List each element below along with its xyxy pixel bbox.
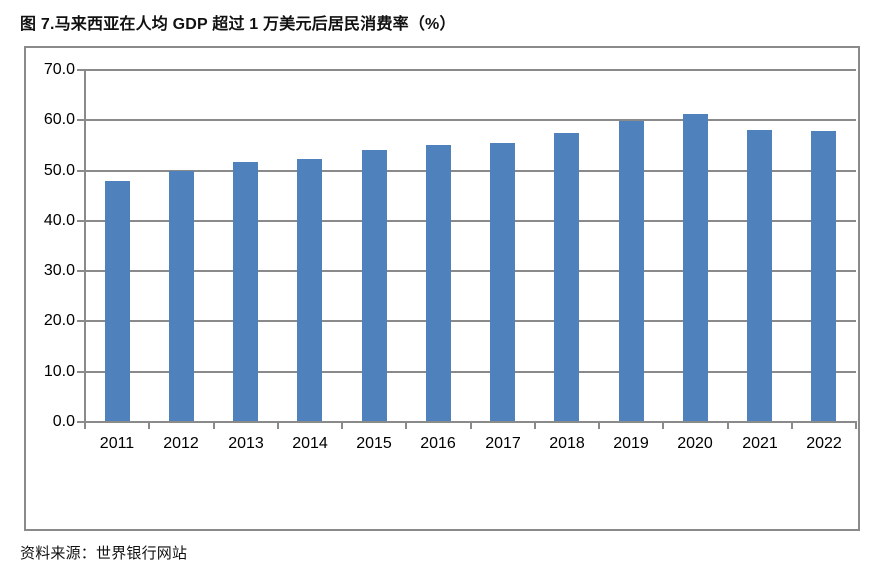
y-axis-label-10: 10.0 [43,363,75,380]
bar-2022 [811,131,836,422]
x-axis-tick-3 [277,421,279,429]
x-axis-label-2018: 2018 [549,435,585,452]
bar-2014 [297,159,322,422]
x-axis-tick-1 [148,421,150,429]
x-axis-label-2020: 2020 [677,435,713,452]
y-axis-tick-0 [77,421,85,423]
gridline-50 [85,170,856,172]
bar-2015 [362,150,387,422]
bar-2017 [490,143,515,422]
x-axis-label-2014: 2014 [292,435,328,452]
x-axis-label-2016: 2016 [420,435,456,452]
y-axis-tick-50 [77,170,85,172]
gridline-40 [85,220,856,222]
x-axis-label-2022: 2022 [806,435,842,452]
y-axis-tick-70 [77,69,85,71]
y-axis-tick-10 [77,371,85,373]
y-axis-label-70: 70.0 [43,61,75,78]
chart-box: 0.0 10.0 20.0 30.0 40.0 50.0 60.0 70.0 2011 2012 2… [24,46,860,531]
bar-2011 [105,181,130,422]
gridline-30 [85,270,856,272]
x-axis-tick-7 [534,421,536,429]
y-axis-label-50: 50.0 [43,162,75,179]
bar-2012 [169,171,194,422]
y-axis-label-20: 20.0 [43,312,75,329]
figure-title: 图 7.马来西亚在人均 GDP 超过 1 万美元后居民消费率（%） [20,16,456,33]
x-axis-tick-9 [662,421,664,429]
x-axis-tick-0 [84,421,86,429]
x-axis-label-2019: 2019 [613,435,649,452]
y-axis-label-30: 30.0 [43,262,75,279]
bar-2013 [233,162,258,422]
bar-2018 [554,133,579,422]
x-axis-tick-6 [470,421,472,429]
gridline-10 [85,371,856,373]
bar-2020 [683,114,708,422]
y-axis-tick-60 [77,119,85,121]
x-axis-tick-12 [855,421,857,429]
x-axis-tick-11 [791,421,793,429]
gridline-60 [85,119,856,121]
y-axis-line [84,70,86,423]
y-axis-tick-30 [77,270,85,272]
y-axis-tick-40 [77,220,85,222]
bar-2016 [426,145,451,422]
gridline-70 [85,69,856,71]
x-axis-label-2021: 2021 [742,435,778,452]
x-axis-label-2012: 2012 [163,435,199,452]
y-axis-tick-20 [77,320,85,322]
x-axis-tick-8 [598,421,600,429]
y-axis-label-60: 60.0 [43,111,75,128]
plot-area: 0.0 10.0 20.0 30.0 40.0 50.0 60.0 70.0 2011 2012 2… [44,61,857,452]
y-axis-label-0: 0.0 [52,413,75,430]
y-axis-label-40: 40.0 [43,212,75,229]
x-axis-tick-2 [213,421,215,429]
x-axis-label-2011: 2011 [99,435,135,452]
x-axis-tick-5 [405,421,407,429]
x-axis-label-2015: 2015 [356,435,392,452]
bar-2021 [747,130,772,422]
x-axis-label-2013: 2013 [228,435,264,452]
source-note: 资料来源：世界银行网站 [20,545,188,562]
x-axis-label-2017: 2017 [485,435,521,452]
x-axis-tick-10 [727,421,729,429]
x-axis-tick-4 [341,421,343,429]
gridline-20 [85,320,856,322]
bar-2019 [619,121,644,422]
